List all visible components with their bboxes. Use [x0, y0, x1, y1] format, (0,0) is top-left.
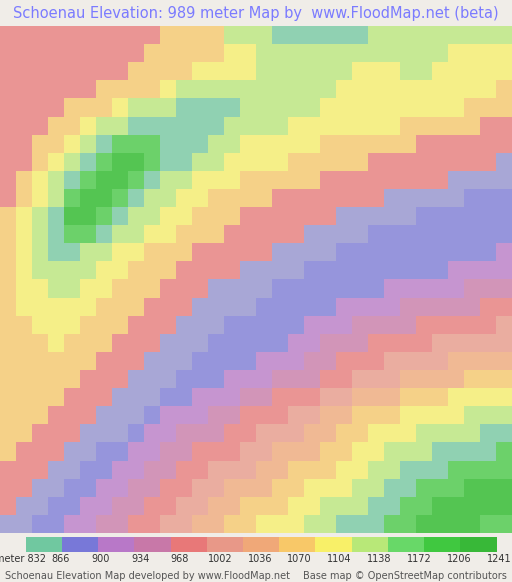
Bar [62, 537, 98, 552]
Bar [388, 537, 424, 552]
Bar [279, 537, 315, 552]
Text: 1206: 1206 [447, 554, 472, 564]
Bar [424, 537, 460, 552]
Text: 1104: 1104 [327, 554, 352, 564]
Text: 1070: 1070 [287, 554, 312, 564]
Text: Schoenau Elevation: 989 meter Map by  www.FloodMap.net (beta): Schoenau Elevation: 989 meter Map by www… [13, 6, 499, 20]
Text: 934: 934 [131, 554, 150, 564]
Text: 1241: 1241 [487, 554, 511, 564]
Bar [315, 537, 352, 552]
Bar [460, 537, 497, 552]
Text: Schoenau Elevation Map developed by www.FloodMap.net: Schoenau Elevation Map developed by www.… [5, 571, 290, 581]
Bar [207, 537, 243, 552]
Bar [26, 537, 62, 552]
Bar [170, 537, 207, 552]
Text: 1138: 1138 [367, 554, 392, 564]
Text: 968: 968 [171, 554, 189, 564]
Text: meter 832: meter 832 [0, 554, 46, 564]
Text: 1172: 1172 [407, 554, 432, 564]
Text: 1002: 1002 [208, 554, 232, 564]
Text: 900: 900 [91, 554, 110, 564]
Bar [134, 537, 170, 552]
Bar [352, 537, 388, 552]
Text: Base map © OpenStreetMap contributors: Base map © OpenStreetMap contributors [303, 571, 507, 581]
Bar [98, 537, 134, 552]
Text: 866: 866 [51, 554, 70, 564]
Text: 1036: 1036 [248, 554, 272, 564]
Bar [243, 537, 279, 552]
